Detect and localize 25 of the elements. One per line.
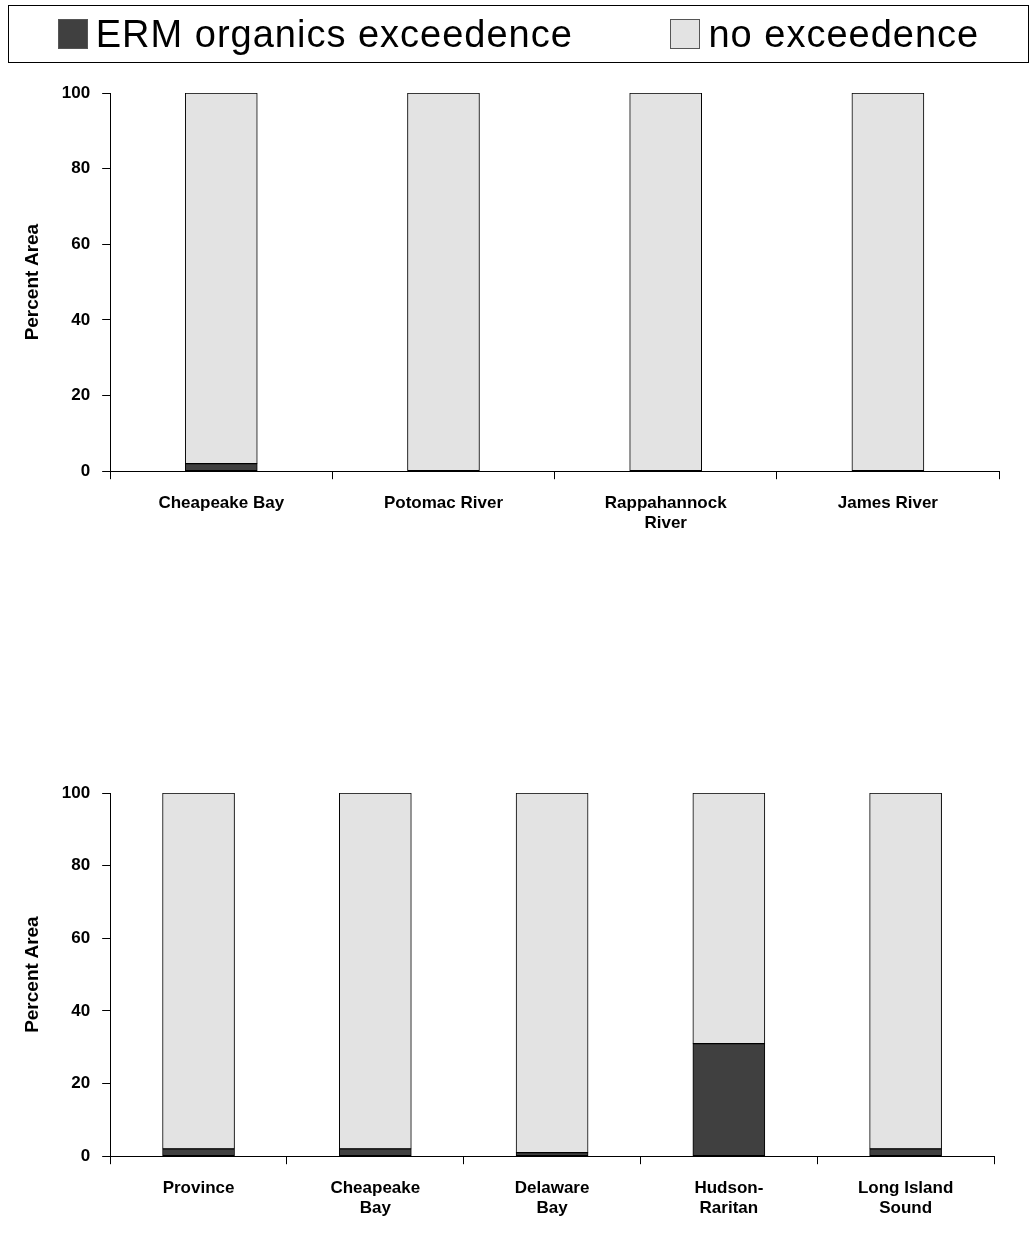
x-tick-label: Province xyxy=(162,1178,235,1198)
y-tick-label: 0 xyxy=(80,460,91,480)
y-axis-title: Percent Area xyxy=(20,915,42,1033)
y-tick-label: 80 xyxy=(71,855,91,875)
x-tick-label: Rappahannock River xyxy=(604,493,728,533)
y-tick-label: 0 xyxy=(80,1145,91,1165)
y-tick-label: 60 xyxy=(71,233,91,253)
y-tick-label: 100 xyxy=(61,82,91,102)
y-tick-label: 40 xyxy=(71,1000,91,1020)
x-tick-label: Delaware Bay xyxy=(514,1178,590,1218)
x-tick-label: Long Island Sound xyxy=(857,1178,954,1218)
x-tick-label: Potomac River xyxy=(383,493,504,513)
y-tick-label: 100 xyxy=(61,782,91,802)
x-tick-label: James River xyxy=(837,493,939,513)
legend-label: no exceedence xyxy=(708,12,980,56)
x-tick-label: Cheapeake Bay xyxy=(158,493,285,513)
y-axis-title: Percent Area xyxy=(20,223,42,341)
legend-label: ERM organics exceedence xyxy=(95,12,573,56)
y-tick-label: 80 xyxy=(71,158,91,178)
y-tick-label: 20 xyxy=(71,385,91,405)
x-tick-label: Hudson-Raritan xyxy=(694,1178,764,1218)
x-tick-label: Cheapeake Bay xyxy=(330,1178,421,1218)
y-tick-label: 40 xyxy=(71,309,91,329)
y-tick-label: 60 xyxy=(71,927,91,947)
y-tick-label: 20 xyxy=(71,1073,91,1093)
